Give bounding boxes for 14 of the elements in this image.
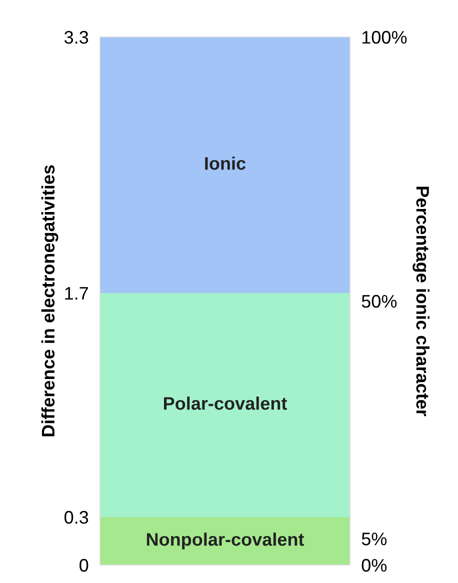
y-tick-label: 0.3 — [64, 510, 88, 524]
y2-tick-label: 5% — [362, 532, 387, 546]
series-label: Nonpolar-covalent — [146, 532, 304, 550]
y2-tick-label: 50% — [362, 294, 397, 308]
y-tick-label: 1.7 — [65, 287, 88, 300]
bar — [100, 293, 350, 517]
series-label: Ionic — [205, 156, 246, 170]
series-label: Polar-covalent — [164, 396, 287, 410]
y-tick-label: 0 — [80, 558, 88, 572]
y-axis-title: Difference in electronegativities — [41, 165, 58, 436]
y2-axis-title: Percentage ionic character — [412, 186, 430, 416]
y2-tick-label: 0% — [362, 558, 387, 572]
y-tick-label: 3.3 — [64, 30, 88, 44]
y2-tick-label: 100% — [362, 30, 407, 44]
